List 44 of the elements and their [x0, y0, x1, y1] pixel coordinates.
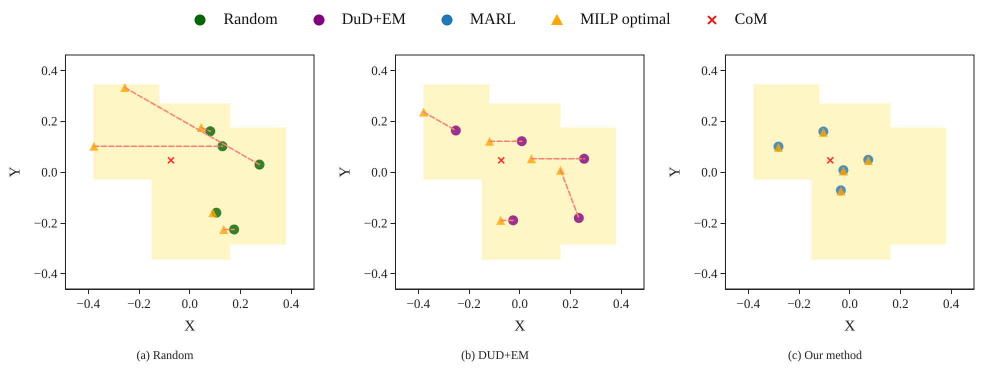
text: (a) Random	[136, 348, 194, 362]
y-tick-label: −0.2	[34, 215, 58, 230]
y-tick-label: 0.0	[701, 164, 718, 180]
x-tick-label: 0.0	[512, 296, 528, 311]
legend-label: MILP optimal	[580, 11, 671, 29]
y-tick-label: 0.2	[41, 114, 58, 129]
y-tick-label: −0.4	[694, 266, 718, 282]
legend-label: Random	[223, 11, 278, 29]
x-axis-title: X	[514, 318, 526, 334]
y-tick-label: −0.2	[364, 215, 388, 230]
x-tick-label: −0.2	[457, 296, 481, 311]
y-axis-title: Y	[668, 166, 684, 178]
y-tick-label: 0.4	[371, 62, 388, 78]
y-tick-label: 0.4	[701, 62, 718, 78]
x-tick-label: 0.4	[613, 296, 630, 311]
x-tick-label: −0.2	[127, 296, 151, 311]
x-tick-label: −0.4	[736, 296, 761, 311]
y-tick-label: −0.4	[34, 266, 58, 282]
x-tick-label: −0.4	[76, 296, 101, 311]
y-tick-label: 0.0	[371, 164, 388, 180]
text: (c) Our method	[788, 348, 862, 362]
y-axis-title: Y	[338, 166, 354, 178]
x-tick-label: 0.4	[283, 296, 300, 311]
x-tick-label: 0.2	[232, 296, 249, 311]
text: (b) DUD+EM	[461, 348, 530, 362]
x-tick-label: 0.4	[943, 296, 960, 311]
y-tick-label: 0.4	[41, 62, 58, 78]
legend-label: CoM	[734, 11, 768, 29]
x-axis-title: X	[184, 318, 196, 334]
y-tick-label: 0.2	[371, 114, 388, 129]
x-tick-label: 0.2	[892, 296, 909, 311]
x-tick-label: 0.0	[842, 296, 858, 311]
x-tick-label: 0.0	[182, 296, 198, 311]
y-axis-title: Y	[8, 166, 24, 178]
x-tick-label: −0.4	[406, 296, 431, 311]
x-tick-label: −0.2	[787, 296, 811, 311]
y-tick-label: 0.0	[41, 164, 58, 180]
y-tick-label: −0.4	[364, 266, 388, 282]
x-axis-title: X	[844, 318, 856, 334]
x-tick-label: 0.2	[562, 296, 579, 311]
legend-label: DuD+EM	[342, 11, 406, 29]
y-tick-label: 0.2	[701, 114, 718, 129]
y-tick-label: −0.2	[694, 215, 718, 230]
legend-label: MARL	[470, 11, 516, 29]
